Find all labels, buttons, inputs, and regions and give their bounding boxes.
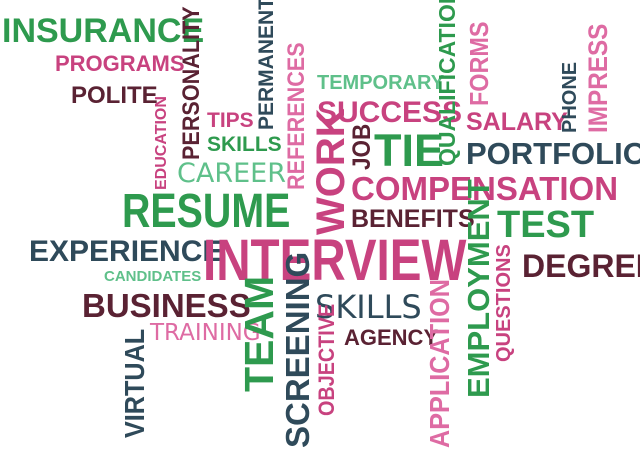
word-permanent: PERMANENT xyxy=(255,0,278,130)
word-compensation: COMPENSATION xyxy=(351,170,619,207)
word-forms: FORMS xyxy=(464,21,494,106)
word-job: JOB xyxy=(348,123,376,170)
word-training: TRAINING xyxy=(150,320,261,346)
word-salary: SALARY xyxy=(466,108,568,136)
word-temporary: TEMPORARY xyxy=(317,72,445,94)
word-career: CAREER xyxy=(177,158,286,189)
word-programs: PROGRAMS xyxy=(55,51,185,76)
word-success: SUCCESS xyxy=(317,96,463,129)
word-employment: EMPLOYMENT xyxy=(461,179,496,398)
word-insurance: INSURANCE xyxy=(2,12,205,50)
word-objective: OBJECTIVE xyxy=(314,303,339,416)
word-references: REFERENCES xyxy=(283,42,310,190)
word-portfolio: PORTFOLIO xyxy=(466,136,640,171)
word-skills-small: SKILLS xyxy=(207,133,282,156)
word-test: TEST xyxy=(497,204,595,246)
word-team: TEAM xyxy=(236,275,282,392)
word-screening: SCREENING xyxy=(279,251,316,448)
word-education: EDUCATION xyxy=(153,96,170,190)
word-virtual: VIRTUAL xyxy=(119,328,150,438)
word-experience: EXPERIENCE xyxy=(29,235,223,268)
word-work: WORK xyxy=(309,108,353,235)
word-qualifications: QUALIFICATIONS xyxy=(434,0,460,166)
word-polite: POLITE xyxy=(71,82,158,109)
word-application: APPLICATION xyxy=(424,279,455,448)
word-degree: DEGREE xyxy=(522,248,640,284)
word-questions: QUESTIONS xyxy=(493,244,515,362)
word-agency: AGENCY xyxy=(344,325,439,350)
word-skills-large: SKILLS xyxy=(315,288,422,326)
word-benefits: BENEFITS xyxy=(351,205,475,233)
word-impress: IMPRESS xyxy=(583,23,613,133)
word-interview: INTERVIEW xyxy=(203,228,467,293)
word-tie: TIE xyxy=(374,125,445,176)
word-candidates: CANDIDATES xyxy=(104,268,202,285)
word-phone: PHONE xyxy=(559,61,581,133)
word-resume: RESUME xyxy=(122,185,291,238)
word-business: BUSINESS xyxy=(82,287,251,324)
word-tips: TIPS xyxy=(207,109,254,132)
word-personality: PERSONALITY xyxy=(178,6,205,160)
